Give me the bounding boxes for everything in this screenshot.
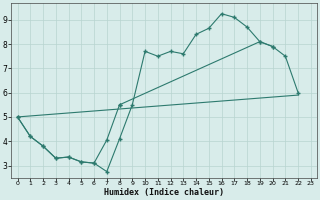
X-axis label: Humidex (Indice chaleur): Humidex (Indice chaleur) bbox=[104, 188, 224, 197]
